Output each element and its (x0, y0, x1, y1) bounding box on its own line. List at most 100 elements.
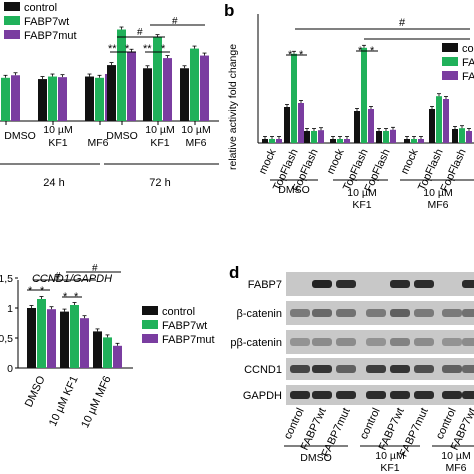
panel-c-bar (93, 331, 102, 368)
blot-group-label: KF1 (380, 462, 399, 474)
panel-b-bar (284, 107, 290, 143)
blot-band (290, 365, 310, 373)
blot-row-label: FABP7 (248, 279, 282, 291)
panel-b-group-label: MF6 (428, 199, 449, 211)
panel-b-bar (361, 47, 367, 143)
panel-b-bar (304, 131, 310, 143)
panel-a-time-label: 24 h (43, 177, 64, 189)
panel-c-x-tick-label: 10 µM MF6 (79, 374, 113, 430)
panel-b-bar (276, 139, 282, 143)
blot-band (414, 280, 434, 288)
panel-a-bar (85, 76, 94, 121)
panel-c-bar (47, 309, 56, 368)
blot-group-label: DMSO (300, 452, 332, 464)
panel-a-significance: * (161, 43, 166, 55)
panel-c-legend-label: FABP7wt (162, 320, 207, 332)
panel-b-group-label: 10 µM (423, 187, 452, 199)
panel-b-bar (466, 131, 472, 143)
panel-b-bar (418, 139, 424, 143)
panel-b-bar (291, 53, 297, 143)
panel-a-bar (190, 48, 199, 121)
blot-band (414, 338, 434, 346)
panel-a-group-label: KF1 (48, 137, 67, 149)
panel-c-legend-swatch (142, 320, 158, 329)
panel-b-bar (330, 139, 336, 143)
panel-b-bar (354, 111, 360, 143)
panel-b-x-tick-label: mock (257, 147, 279, 176)
panel-c-bar (113, 345, 122, 368)
blot-group-label: 10 µM (375, 450, 404, 462)
blot-band (336, 338, 356, 346)
blot-band (290, 338, 310, 346)
panel-a-group-label: MF6 (88, 137, 109, 149)
blot-band (312, 280, 332, 288)
panel-a-legend-label: control (24, 2, 57, 14)
panel-a-group-label: 10 µM (43, 124, 72, 136)
panel-a-bar (163, 58, 172, 121)
panel-a-significance: ** (108, 43, 117, 55)
panel-letter-d: d (229, 263, 239, 282)
panel-b-bar (390, 129, 396, 143)
panel-a-bar (11, 75, 20, 121)
panel-a-bar (180, 68, 189, 121)
panel-a-legend-label: FABP7wt (24, 16, 69, 28)
panel-a-significance: # (172, 16, 178, 27)
blot-band (442, 391, 462, 399)
panel-b-bar (311, 131, 317, 143)
blot-band (366, 365, 386, 373)
panel-c-bar (103, 337, 112, 368)
panel-c-legend-swatch (142, 334, 158, 343)
blot-band (290, 309, 310, 317)
blot-row-label: β-catenin (237, 308, 282, 320)
panel-c-y-tick-label: 1 (7, 303, 13, 315)
panel-b-legend-label: control (462, 43, 474, 55)
panel-b-legend-label: FAB (462, 71, 474, 83)
blot-strip (286, 330, 474, 354)
panel-b-bar (344, 139, 350, 143)
blot-band (462, 391, 474, 399)
panel-c-legend-label: control (162, 306, 195, 318)
panel-b-bar (436, 96, 442, 143)
panel-a-group-label: DMSO (106, 130, 138, 142)
blot-band (390, 309, 410, 317)
panel-c-significance: # (92, 263, 98, 274)
panel-letter-b: b (224, 1, 234, 20)
blot-band (312, 338, 332, 346)
blot-band (336, 280, 356, 288)
panel-b-chart: relative activity fold change mockTopFlas… (227, 14, 474, 211)
blot-band (442, 309, 462, 317)
blot-band (312, 391, 332, 399)
panel-b-bar (376, 131, 382, 143)
panel-b-y-axis-label: relative activity fold change (227, 44, 239, 170)
panel-c-title: CCND1/GAPDH (32, 273, 112, 285)
panel-b-bar (383, 131, 389, 143)
panel-c-bar (37, 299, 46, 368)
blot-band (390, 365, 410, 373)
blot-lane-label: control (358, 406, 383, 441)
panel-c-legend-swatch (142, 306, 158, 315)
blot-band (312, 365, 332, 373)
panel-a-group-label: 10 µM (145, 124, 174, 136)
panel-b-bar (318, 130, 324, 143)
panel-b-significance: # (399, 17, 406, 29)
panel-a-bar (143, 68, 152, 121)
blot-band (336, 365, 356, 373)
panel-b-bar (404, 139, 410, 143)
panel-c-legend-label: FABP7mut (162, 334, 215, 346)
blot-band (366, 309, 386, 317)
panel-c-bar (27, 308, 36, 368)
blot-band (414, 309, 434, 317)
blot-band (336, 391, 356, 399)
blot-band (390, 338, 410, 346)
panel-d-western-blot: FABP7 β-catenin pβ-catenin CCND1 GAPDH contro… (230, 272, 474, 474)
panel-a-bar (153, 37, 162, 122)
panel-b-bar (337, 139, 343, 143)
panel-b-bar (269, 139, 275, 143)
panel-a-bar (38, 79, 47, 121)
panel-b-bar (411, 139, 417, 143)
panel-b-bar (429, 109, 435, 143)
blot-band (390, 391, 410, 399)
panel-b-bar (262, 139, 268, 143)
